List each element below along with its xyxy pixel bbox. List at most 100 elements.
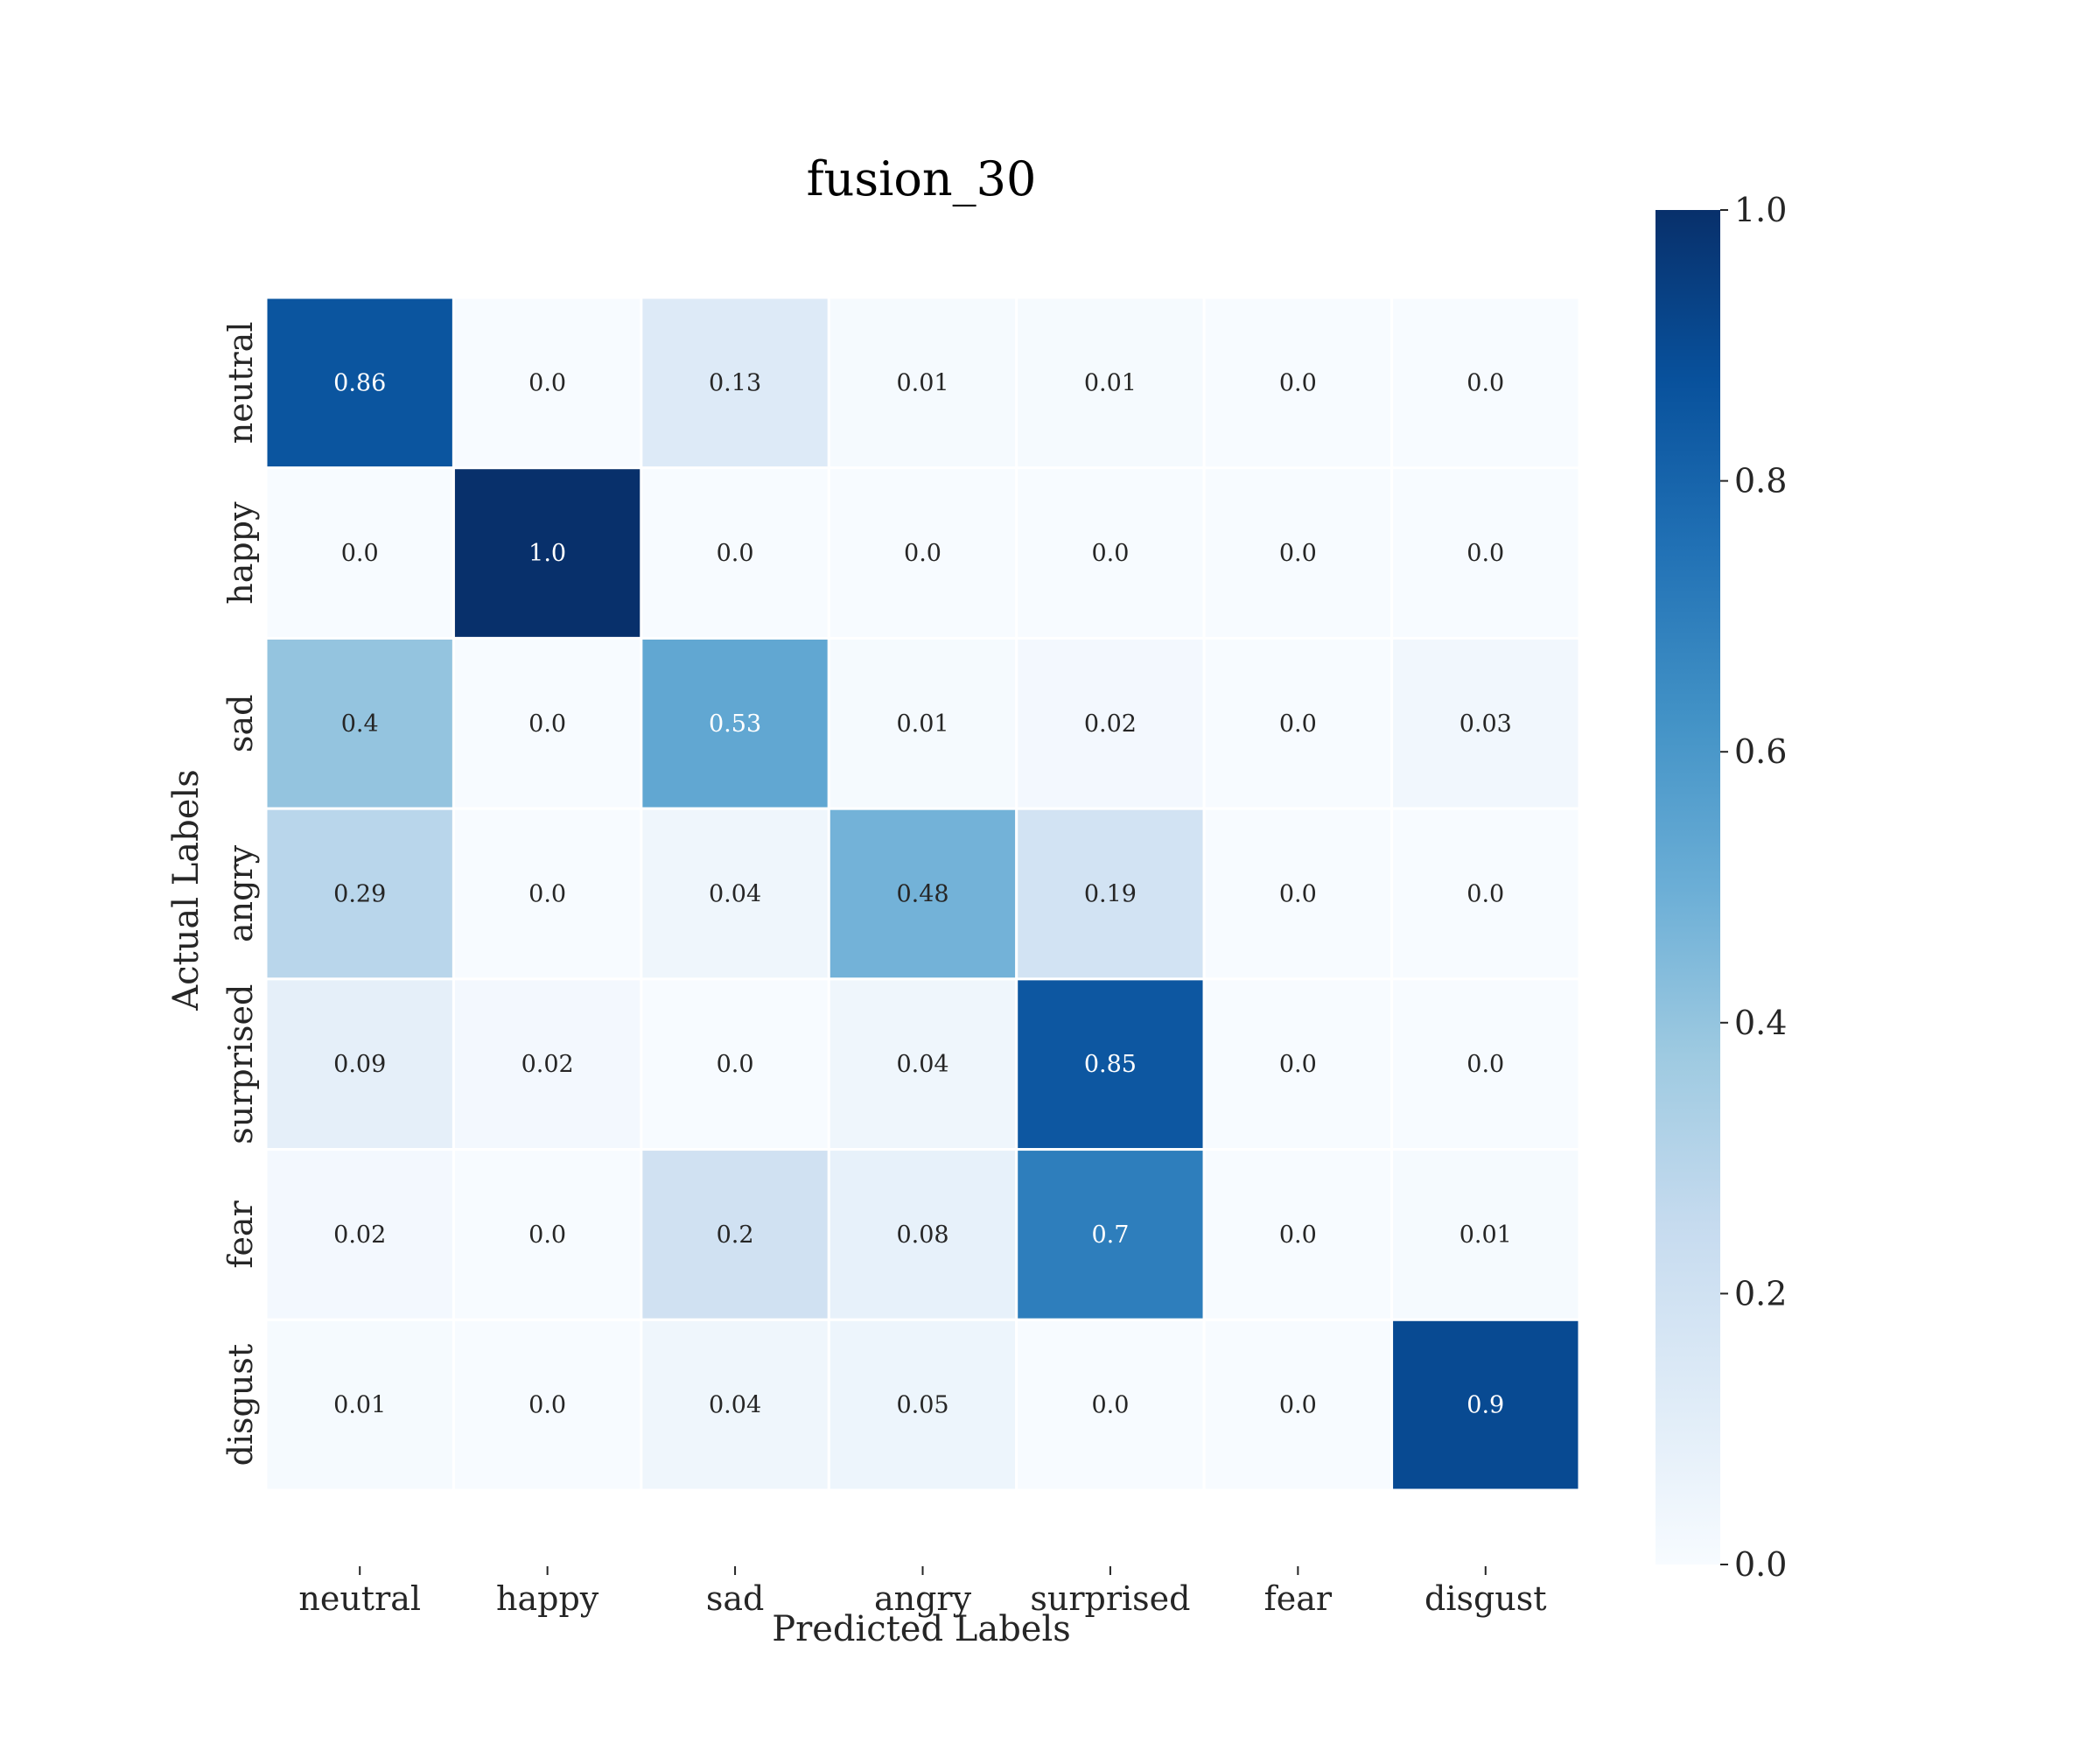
cell-value-label-angry-neutral: 0.29 [333,881,386,908]
x-tick-label-surprised: surprised [1030,1579,1190,1618]
x-tick-label-angry: angry [874,1579,972,1618]
heatmap-cell-happy-happy [452,466,643,640]
heatmap-cell-fear-disgust [1390,1148,1581,1321]
heatmap-cell-angry-disgust [1390,807,1581,981]
heatmap-cell-fear-fear [1202,1148,1394,1321]
cell-value-label-surprised-disgust: 0.0 [1466,1051,1504,1078]
heatmap-cell-surprised-disgust [1390,977,1581,1152]
chart-title: fusion_30 [807,151,1037,206]
heatmap-cell-angry-sad [640,807,830,981]
colorbar-tick-label-2: 0.4 [1734,1004,1787,1042]
heatmap-cell-neutral-neutral [264,296,455,470]
cell-value-label-happy-disgust: 0.0 [1466,540,1504,567]
cell-value-label-sad-disgust: 0.03 [1460,710,1512,738]
cell-value-label-fear-sad: 0.2 [717,1222,754,1249]
cell-value-label-fear-fear: 0.0 [1279,1222,1317,1249]
cell-value-label-fear-disgust: 0.01 [1460,1222,1512,1249]
cell-value-label-happy-sad: 0.0 [717,540,754,567]
cell-value-label-angry-disgust: 0.0 [1466,881,1504,908]
colorbar-tick-label-0: 0.0 [1734,1545,1787,1584]
cell-value-label-neutral-angry: 0.01 [896,369,948,396]
cell-value-label-fear-happy: 0.0 [528,1222,566,1249]
heatmap-cell-happy-neutral [264,466,455,640]
cell-value-label-angry-fear: 0.0 [1279,881,1317,908]
heatmap-cell-disgust-angry [827,1318,1018,1492]
cell-value-label-sad-neutral: 0.4 [341,710,379,738]
y-tick-label-happy: happy [221,501,260,605]
cell-value-label-sad-happy: 0.0 [528,710,566,738]
x-axis-ticks: neutral happy sad angry surprised fear disgust [298,1566,1547,1618]
y-tick-label-neutral: neutral [221,322,260,444]
heatmap-cell-sad-happy [452,636,643,810]
cell-value-label-happy-surprised: 0.0 [1091,540,1129,567]
cell-value-label-neutral-happy: 0.0 [528,369,566,396]
cell-value-label-disgust-surprised: 0.0 [1091,1392,1129,1419]
colorbar-tick-label-3: 0.6 [1734,732,1787,771]
cell-value-label-disgust-sad: 0.04 [709,1392,761,1419]
cell-value-label-neutral-sad: 0.13 [709,369,761,396]
y-tick-label-disgust: disgust [221,1344,260,1466]
heatmap-cell-sad-sad [640,636,830,810]
cell-value-label-sad-angry: 0.01 [896,710,948,738]
x-tick-label-fear: fear [1264,1579,1333,1618]
heatmap-cell-surprised-sad [640,977,830,1152]
heatmap-cell-fear-neutral [264,1148,455,1321]
cell-value-label-disgust-neutral: 0.01 [333,1392,386,1419]
x-tick-label-sad: sad [706,1579,764,1618]
cell-value-label-surprised-neutral: 0.09 [333,1051,386,1078]
y-tick-label-surprised: surprised [221,984,260,1144]
cell-value-label-happy-angry: 0.0 [904,540,942,567]
cell-value-label-surprised-fear: 0.0 [1279,1051,1317,1078]
heatmap-cell-neutral-sad [640,296,830,470]
heatmap-cell-disgust-sad [640,1318,830,1492]
heatmap-cell-angry-surprised [1015,807,1206,981]
heatmap-cell-fear-angry [827,1148,1018,1321]
cell-value-label-disgust-fear: 0.0 [1279,1392,1317,1419]
cell-value-label-neutral-disgust: 0.0 [1466,369,1504,396]
heatmap-cell-sad-angry [827,636,1018,810]
heatmap-cell-surprised-happy [452,977,643,1152]
heatmap-cell-sad-surprised [1015,636,1206,810]
heatmap-cell-disgust-fear [1202,1318,1394,1492]
heatmap-cell-sad-fear [1202,636,1394,810]
heatmap-cell-surprised-neutral [264,977,455,1152]
x-tick-label-happy: happy [496,1579,599,1618]
heatmap-cells [264,296,1581,1492]
colorbar-tick-label-4: 0.8 [1734,462,1787,500]
y-axis-ticks: neutral happy sad angry surprised fear disgust [221,322,260,1466]
cell-value-label-surprised-angry: 0.04 [896,1051,948,1078]
cell-value-label-happy-fear: 0.0 [1279,540,1317,567]
x-tick-label-neutral: neutral [298,1579,421,1618]
heatmap-cell-sad-neutral [264,636,455,810]
heatmap-cell-disgust-disgust [1390,1318,1581,1492]
x-axis-label: Predicted Labels [772,1609,1071,1649]
cell-value-label-neutral-neutral: 0.86 [333,369,386,396]
cell-value-label-surprised-surprised: 0.85 [1084,1051,1137,1078]
heatmap-cell-disgust-happy [452,1318,643,1492]
cell-value-label-sad-sad: 0.53 [709,710,761,738]
heatmap-cell-disgust-surprised [1015,1318,1206,1492]
cell-value-label-sad-fear: 0.0 [1279,710,1317,738]
y-tick-label-angry: angry [221,844,260,942]
cell-value-label-disgust-happy: 0.0 [528,1392,566,1419]
cell-value-label-fear-surprised: 0.7 [1091,1222,1129,1249]
cell-value-label-fear-neutral: 0.02 [333,1222,386,1249]
heatmap-cell-disgust-neutral [264,1318,455,1492]
colorbar-tick-label-5: 1.0 [1734,191,1787,229]
heatmap-cell-angry-happy [452,807,643,981]
y-axis-label: Actual Labels [166,769,206,1012]
y-tick-label-sad: sad [221,695,260,752]
heatmap-cell-angry-neutral [264,807,455,981]
heatmap-cell-labels: 0.86 0.0 0.13 0.01 0.01 0.0 0.0 0.0 1.0 0.0 0.0 0.0… [333,369,1512,1418]
heatmap-cell-happy-disgust [1390,466,1581,640]
heatmap-cell-sad-disgust [1390,636,1581,810]
cell-value-label-neutral-fear: 0.0 [1279,369,1317,396]
cell-value-label-neutral-surprised: 0.01 [1084,369,1137,396]
cell-value-label-happy-neutral: 0.0 [341,540,379,567]
heatmap-cell-happy-fear [1202,466,1394,640]
cell-value-label-disgust-disgust: 0.9 [1466,1392,1504,1419]
colorbar-gradient [1656,210,1720,1564]
heatmap-cell-fear-sad [640,1148,830,1321]
